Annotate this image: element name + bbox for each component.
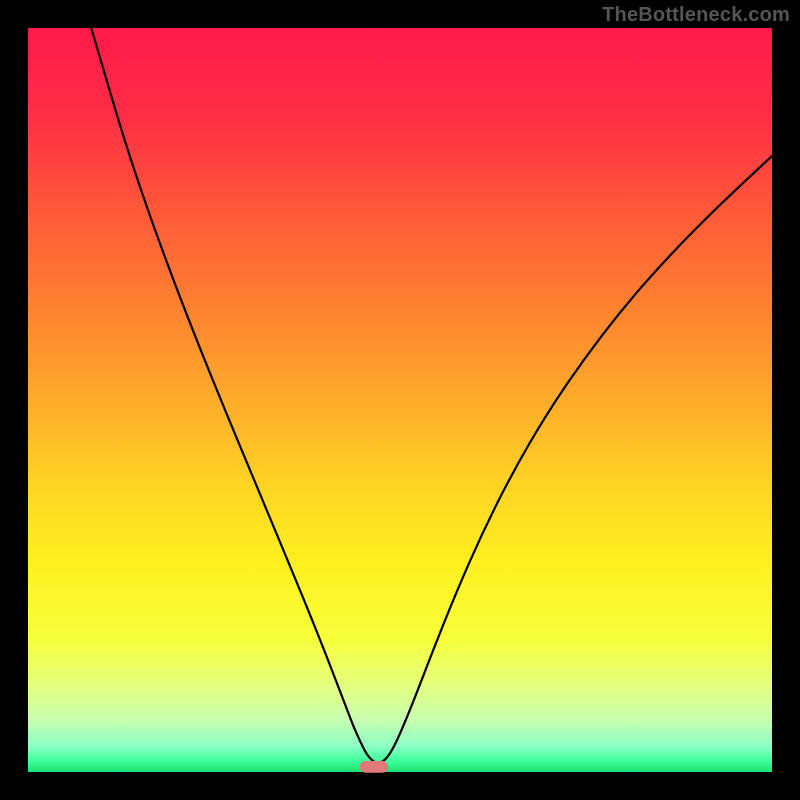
stage: TheBottleneck.com <box>0 0 800 800</box>
optimal-point-marker <box>360 761 388 773</box>
plot-background <box>28 28 772 772</box>
chart-svg <box>0 0 800 800</box>
